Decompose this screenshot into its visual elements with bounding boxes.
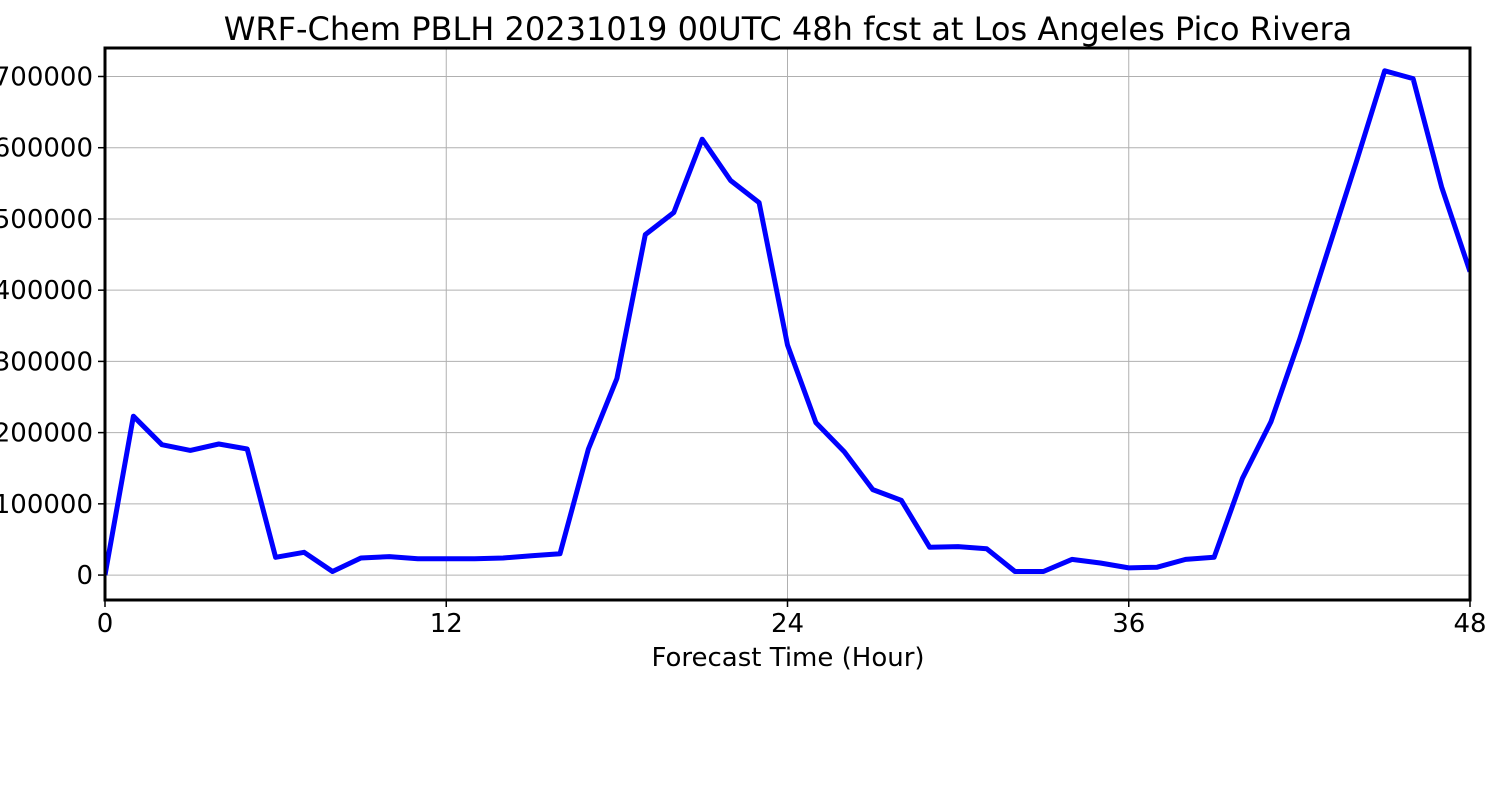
x-tick-label: 0 — [97, 609, 114, 639]
axis-ticks: 0 12 24 36 48 0 100000 200000 300000 400000 500000… — [0, 62, 1487, 639]
series-layer — [105, 68, 1470, 576]
x-tick-label: 36 — [1112, 609, 1145, 639]
y-tick-label: 600000 — [0, 134, 93, 164]
pblh-series-line — [105, 68, 1470, 576]
x-tick-label: 12 — [430, 609, 463, 639]
chart-title: WRF-Chem PBLH 20231019 00UTC 48h fcst at… — [224, 10, 1353, 48]
gridlines — [104, 48, 1471, 600]
y-tick-label: 100000 — [0, 490, 93, 520]
y-tick-label: 0 — [76, 561, 93, 591]
x-tick-label: 24 — [771, 609, 804, 639]
y-tick-label: 300000 — [0, 347, 93, 377]
x-axis-label: Forecast Time (Hour) — [651, 643, 924, 673]
y-tick-label: 500000 — [0, 205, 93, 235]
x-tick-label: 48 — [1453, 609, 1486, 639]
y-tick-label: 400000 — [0, 276, 93, 306]
y-tick-label: 200000 — [0, 419, 93, 449]
y-tick-label: 700000 — [0, 62, 93, 92]
